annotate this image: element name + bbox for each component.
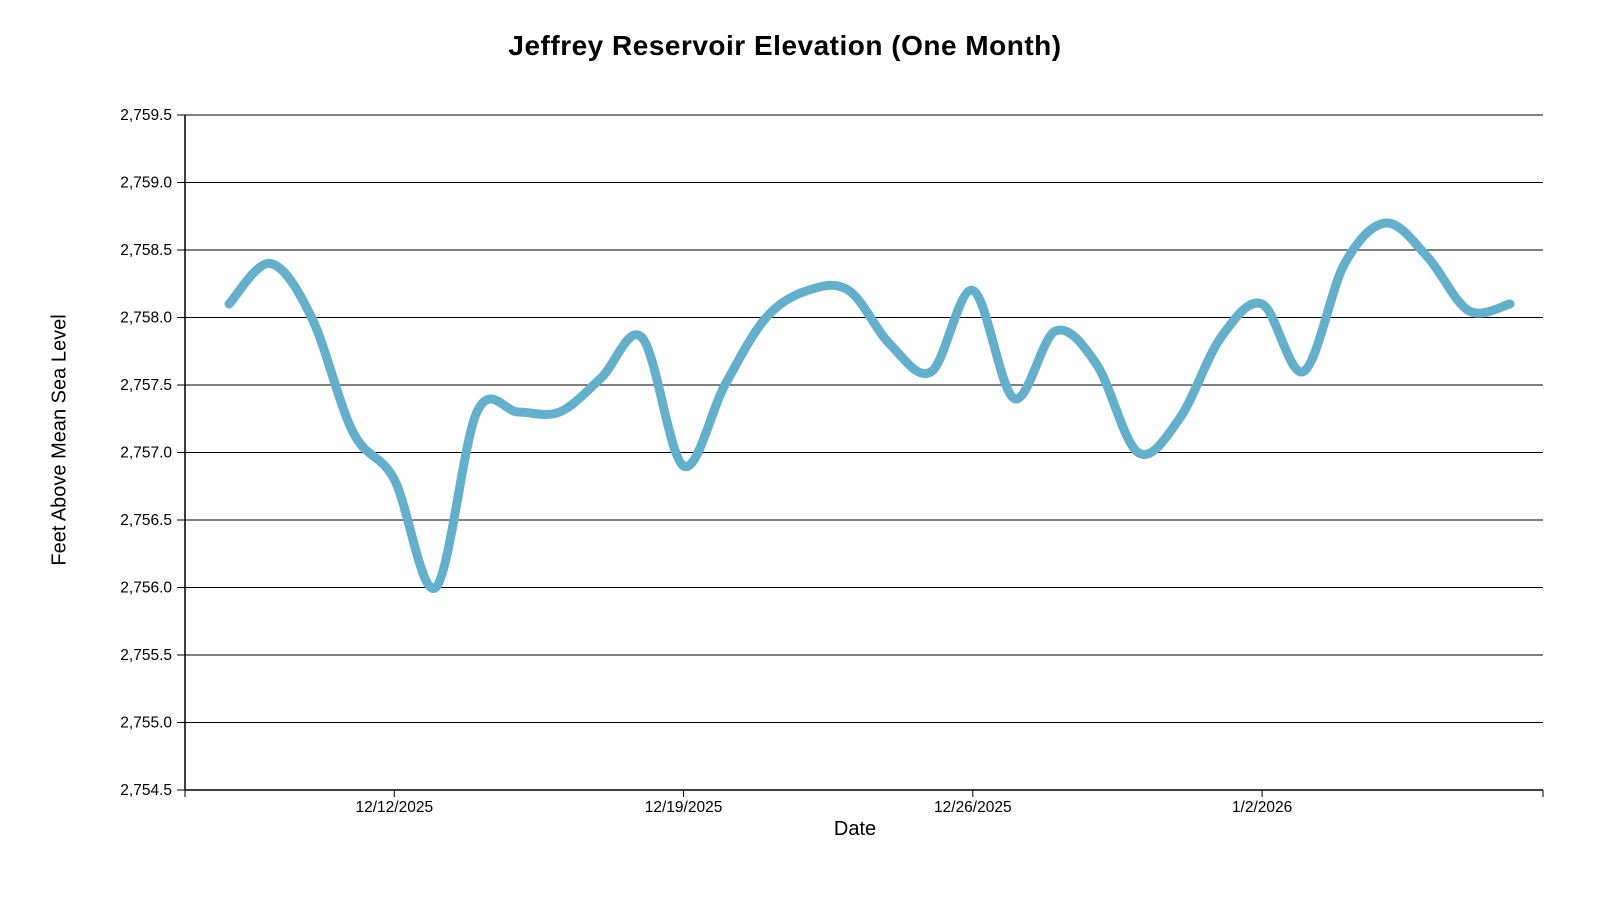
chart-title: Jeffrey Reservoir Elevation (One Month) — [508, 30, 1062, 61]
y-tick-label: 2,756.0 — [120, 580, 172, 597]
x-axis-title: Date — [833, 818, 877, 840]
x-tick-label: 12/12/2025 — [356, 799, 434, 816]
y-tick-label: 2,754.5 — [120, 782, 172, 799]
x-tick-label: 12/19/2025 — [645, 799, 723, 816]
y-tick-label: 2,755.5 — [120, 647, 172, 664]
y-tick-label: 2,756.5 — [120, 512, 172, 529]
gridlines — [185, 114, 1543, 791]
x-tick-label: 12/26/2025 — [934, 799, 1012, 816]
y-tick-label: 2,759.0 — [120, 175, 172, 192]
y-tick-labels: 2,759.5 2,759.0 2,758.5 2,758.0 2,757.5 2,757… — [120, 107, 172, 799]
elevation-series-line — [224, 218, 1515, 593]
axis-tick-marks — [177, 114, 1544, 797]
y-tick-label: 2,758.5 — [120, 242, 172, 259]
y-tick-label: 2,758.0 — [120, 310, 172, 327]
y-tick-label: 2,759.5 — [120, 107, 172, 124]
y-tick-label: 2,755.0 — [120, 715, 172, 732]
x-tick-labels: 12/12/2025 12/19/2025 12/26/2025 1/2/2026 — [356, 799, 1293, 816]
x-tick-label: 1/2/2026 — [1232, 799, 1292, 816]
y-tick-label: 2,757.5 — [120, 377, 172, 394]
y-tick-label: 2,757.0 — [120, 445, 172, 462]
